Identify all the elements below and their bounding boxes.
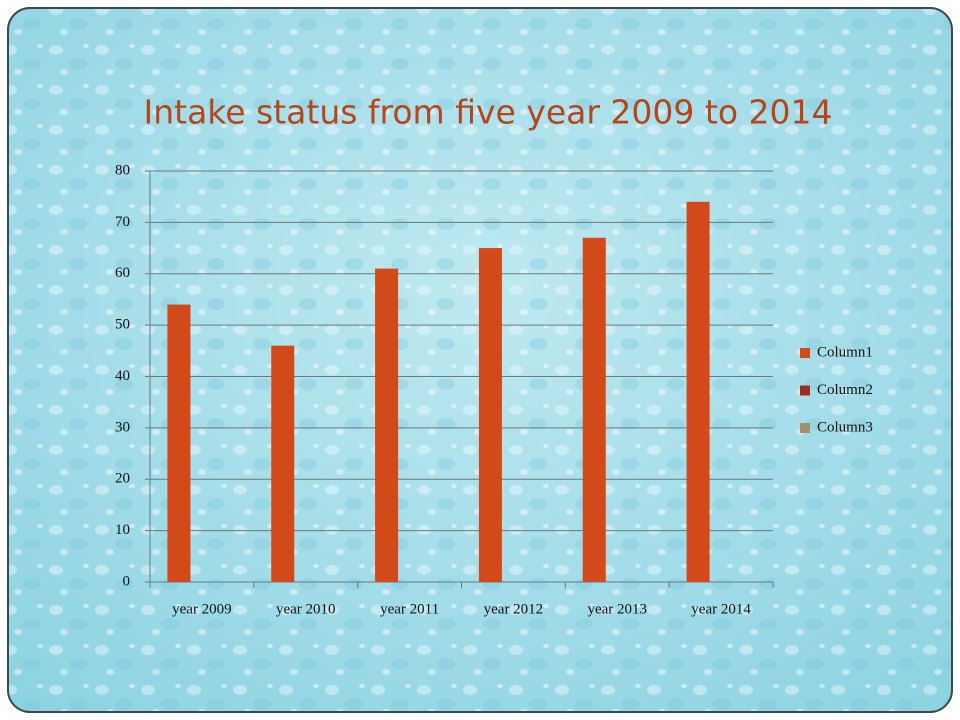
x-tick-label: year 2009 xyxy=(172,601,232,617)
x-tick-label: year 2011 xyxy=(380,601,439,617)
y-tick-label: 70 xyxy=(115,214,130,230)
y-tick-label: 80 xyxy=(115,162,130,178)
legend-swatch xyxy=(800,423,810,433)
x-tick-label: year 2010 xyxy=(276,601,336,617)
y-tick-label: 60 xyxy=(115,265,130,281)
bar xyxy=(167,304,191,582)
y-tick-label: 40 xyxy=(115,368,130,384)
bar xyxy=(582,237,606,582)
x-tick-label: year 2014 xyxy=(691,601,751,617)
legend-label: Column2 xyxy=(817,382,873,398)
y-tick-label: 30 xyxy=(115,419,130,435)
legend-swatch xyxy=(800,348,810,358)
y-tick-label: 20 xyxy=(115,471,130,487)
y-tick-label: 10 xyxy=(115,522,130,538)
legend-label: Column1 xyxy=(817,344,873,360)
chart-title: Intake status from five year 2009 to 201… xyxy=(143,93,832,132)
legend-label: Column3 xyxy=(817,419,873,435)
chart: 0 10 20 30 40 50 60 70 80 year 2009 year 2010 year … xyxy=(115,162,873,617)
legend-swatch xyxy=(800,385,810,396)
bar xyxy=(375,268,399,582)
x-tick-label: year 2013 xyxy=(587,601,647,617)
bar xyxy=(686,201,710,582)
bar xyxy=(478,248,502,582)
y-tick-label: 50 xyxy=(115,317,130,333)
x-tick-label: year 2012 xyxy=(484,601,544,617)
bar xyxy=(271,345,295,582)
y-tick-label: 0 xyxy=(123,573,131,589)
